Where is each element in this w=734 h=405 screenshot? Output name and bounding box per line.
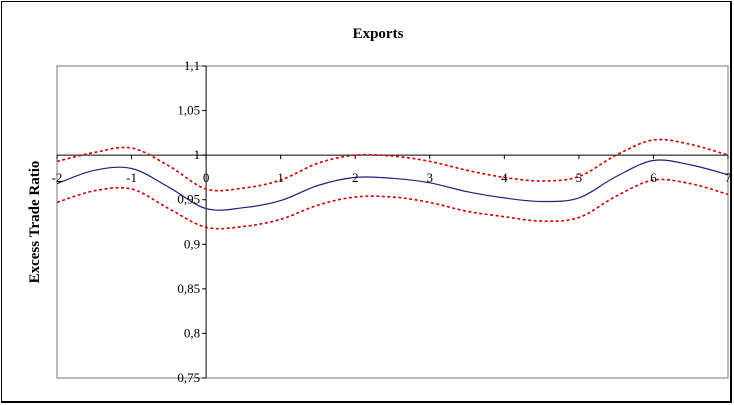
x-tick-label: 6 [650,170,657,185]
x-tick-label: -1 [126,170,137,185]
chart-title: Exports [353,26,404,42]
x-tick-label: -2 [52,170,63,185]
plot-area [56,65,729,379]
y-tick-label: 0,95 [177,192,200,207]
y-tick-label: 1,05 [177,103,200,118]
axes [56,65,729,379]
y-tick-label: 0,9 [184,236,200,251]
series-line-lower-band [56,178,729,230]
y-axis-title: Excess Trade Ratio [27,161,43,284]
y-tick-label: 0,8 [184,325,200,340]
series-layer [56,138,729,230]
series-line-upper-band [56,138,729,192]
series-line-estimate [56,159,729,211]
y-tick-label: 1,1 [184,58,200,73]
x-tick-label: 2 [352,170,359,185]
x-tick-label: 5 [576,170,583,185]
x-tick-label: 4 [501,170,508,185]
x-tick-label: 7 [725,170,732,185]
y-tick-label: 1 [194,147,201,162]
x-tick-label: 3 [427,170,434,185]
x-tick-label: 0 [203,170,210,185]
y-tick-label: 0,75 [177,370,200,385]
x-tick-label: 1 [277,170,284,185]
y-tick-label: 0,85 [177,281,200,296]
